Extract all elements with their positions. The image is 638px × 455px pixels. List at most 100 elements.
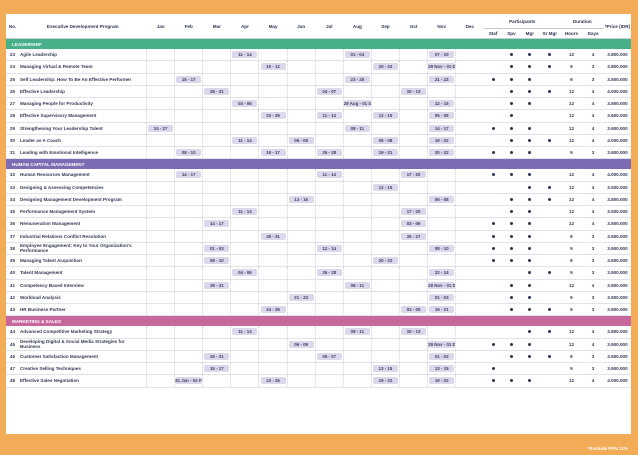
participant-cell xyxy=(538,73,561,86)
month-cell xyxy=(342,242,372,256)
month-cell xyxy=(455,230,484,243)
hours-value: 12 xyxy=(560,122,583,135)
month-cell xyxy=(286,242,316,256)
bullet-icon xyxy=(491,222,495,226)
month-cell: 08 - 10 xyxy=(427,242,456,256)
participant-cell xyxy=(520,362,539,376)
month-cell: 10 - 13 xyxy=(399,85,428,99)
month-cell: 10 - 13 xyxy=(399,326,428,339)
month-cell xyxy=(174,122,203,135)
month-cell: 10 - 12 xyxy=(258,60,288,74)
schedule-date: 25 - 27 xyxy=(401,232,427,240)
month-cell xyxy=(314,193,344,207)
hours-value: 12 xyxy=(560,338,583,351)
month-cell xyxy=(314,134,344,148)
month-cell xyxy=(230,169,259,182)
month-cell xyxy=(314,326,344,339)
month-cell: 08 - 11 xyxy=(342,279,372,292)
bullet-icon xyxy=(491,77,495,81)
schedule-date: 10 - 12 xyxy=(260,63,286,71)
month-cell xyxy=(174,326,203,339)
month-cell xyxy=(286,60,316,74)
month-cell xyxy=(174,279,203,292)
month-cell: 08 - 10 xyxy=(202,254,231,268)
month-cell xyxy=(427,254,456,268)
month-cell xyxy=(370,338,400,351)
bullet-icon xyxy=(528,77,532,81)
bullet-icon xyxy=(509,77,513,81)
month-cell xyxy=(427,230,456,243)
month-cell xyxy=(258,205,288,219)
month-cell xyxy=(258,97,288,111)
days-value: 3 xyxy=(582,230,604,243)
participant-cell xyxy=(502,193,521,207)
month-cell: 28 Nov - 01 Dec xyxy=(427,338,456,351)
bullet-icon xyxy=(548,138,552,142)
month-cell xyxy=(342,109,372,123)
month-cell: 03 - 05 xyxy=(399,303,428,317)
participant-cell xyxy=(483,85,503,99)
month-cell xyxy=(258,279,288,292)
month-cell xyxy=(370,350,400,364)
month-cell xyxy=(455,205,484,219)
bullet-icon xyxy=(528,271,532,275)
days-value: 4 xyxy=(582,49,604,62)
schedule-date: 13 - 16 xyxy=(288,195,314,203)
schedule-date: 28 - 31 xyxy=(204,87,230,95)
participant-cell xyxy=(502,303,521,317)
month-cell: 08 - 10 xyxy=(174,146,203,160)
month-cell xyxy=(146,350,175,364)
schedule-date: 11 - 14 xyxy=(316,171,342,179)
month-cell: 05 - 08 xyxy=(427,109,456,123)
hours-value: 12 xyxy=(560,109,583,123)
month-cell xyxy=(427,169,456,182)
program-name: Managing People for Productivity xyxy=(18,97,147,111)
month-cell: 14 - 17 xyxy=(202,217,231,231)
month-cell: 29 - 31 xyxy=(202,350,231,364)
month-cell xyxy=(342,134,372,148)
month-cell: 03 - 06 xyxy=(230,97,259,111)
program-name: Workload Analysis xyxy=(18,291,147,305)
price-value: 3.600.000 xyxy=(603,109,631,123)
month-cell: 14 - 17 xyxy=(427,122,456,135)
program-name: Developing Digital & Social Media Strate… xyxy=(18,338,147,351)
bullet-icon xyxy=(528,222,532,226)
schedule-date: 05 - 08 xyxy=(429,112,455,120)
month-cell: 05 - 08 xyxy=(370,134,400,148)
month-cell xyxy=(342,146,372,160)
schedule-date: 26 - 28 xyxy=(316,149,342,157)
price-value: 3.800.000 xyxy=(603,49,631,62)
schedule-date: 03 - 06 xyxy=(232,100,258,108)
schedule-date: 08 - 10 xyxy=(204,257,230,265)
table-row: 48 Effective Sales Negotiation 31 Jan - 03… xyxy=(6,374,631,388)
month-cell xyxy=(314,181,344,194)
participant-cell xyxy=(483,242,503,256)
month-cell xyxy=(146,181,175,194)
month-cell: 29 Aug - 01 Sep xyxy=(342,97,372,111)
participant-cell xyxy=(520,169,539,182)
schedule-date: 08 - 10 xyxy=(429,244,455,252)
month-cell xyxy=(286,205,316,219)
month-cell xyxy=(455,326,484,339)
month-cell: 01 - 03 xyxy=(202,242,231,256)
month-cell xyxy=(314,217,344,231)
price-value: 3.500.000 xyxy=(603,350,631,364)
bullet-icon xyxy=(509,342,513,346)
month-cell xyxy=(146,291,175,305)
schedule-date: 14 - 17 xyxy=(176,171,202,179)
month-cell: 20 - 22 xyxy=(370,254,400,268)
month-cell xyxy=(202,326,231,339)
section-header: LEADERSHIP xyxy=(6,38,631,49)
schedule-date: 10 - 13 xyxy=(401,328,427,336)
bullet-icon xyxy=(548,330,552,334)
month-cell xyxy=(146,169,175,182)
hours-value: 12 xyxy=(560,193,583,207)
col-jun: Jun xyxy=(287,14,316,39)
bullet-icon xyxy=(491,126,495,130)
schedule-date: 15 - 17 xyxy=(260,149,286,157)
schedule-date: 24 - 27 xyxy=(148,124,174,132)
participant-cell xyxy=(538,303,561,317)
hours-value: 12 xyxy=(560,169,583,182)
participant-cell xyxy=(502,169,521,182)
participant-cell xyxy=(502,291,521,305)
